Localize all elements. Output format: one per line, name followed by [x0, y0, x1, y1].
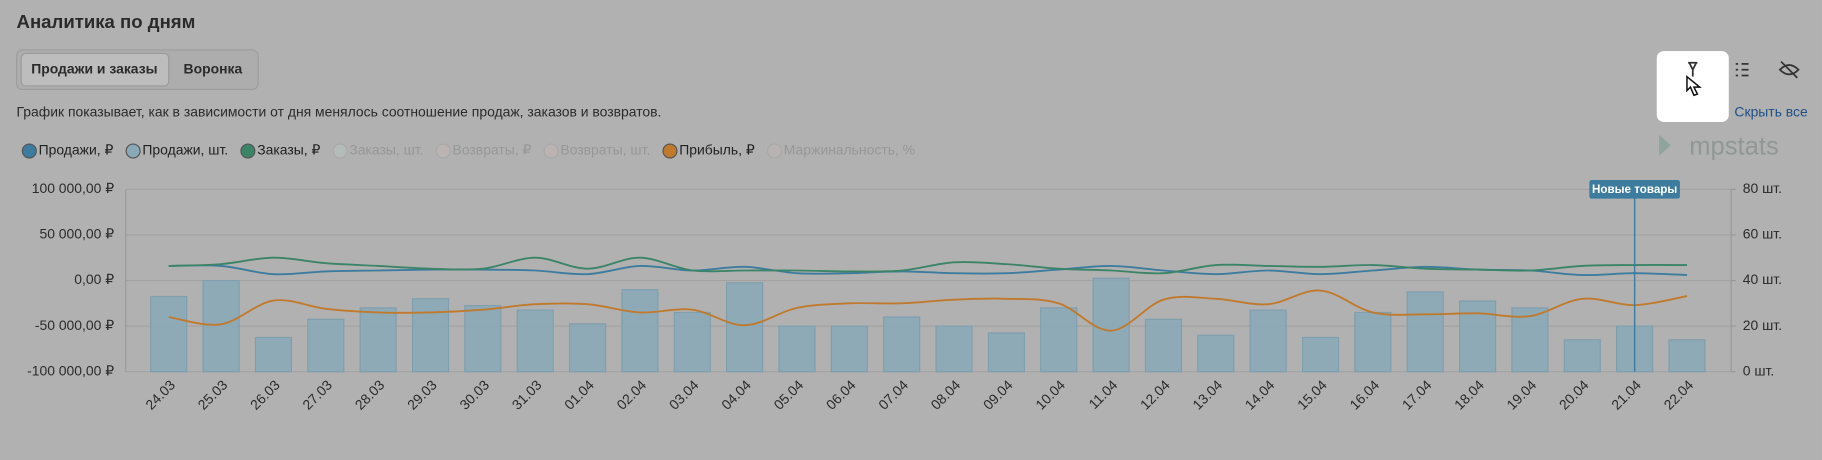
bar [987, 332, 1025, 373]
legend-marker [125, 143, 141, 159]
y2-tick-label: 20 шт. [1743, 317, 1782, 333]
y-tick-label: -100 000,00 ₽ [27, 362, 114, 378]
legend-label[interactable]: Возвраты, ₽ [453, 142, 532, 158]
y-tick-label: 100 000,00 ₽ [32, 180, 115, 196]
bar [1354, 311, 1392, 373]
hide-icon[interactable] [1778, 60, 1800, 79]
bar [307, 318, 345, 373]
bar [1301, 336, 1340, 373]
description: График показывает, как в зависимости от … [17, 103, 662, 119]
list-icon[interactable] [1735, 63, 1749, 77]
bar [935, 325, 973, 373]
y-tick-label: 0,00 ₽ [74, 271, 114, 287]
y2-tick-label: 0 шт. [1743, 362, 1774, 378]
hide-all-link[interactable]: Скрыть все [1734, 103, 1808, 119]
bar [621, 289, 659, 373]
tab-active[interactable] [20, 52, 170, 87]
bar [1197, 334, 1235, 373]
pin-icon[interactable] [1688, 61, 1698, 77]
legend-label[interactable]: Заказы, шт. [349, 142, 423, 158]
logo: mpstats [1689, 132, 1778, 160]
bar [1563, 339, 1601, 373]
bar [464, 305, 502, 373]
legend-marker [21, 143, 37, 159]
tab-label[interactable]: Воронка [184, 60, 243, 76]
bar [150, 295, 188, 373]
y2-tick-label: 40 шт. [1743, 271, 1782, 287]
line [168, 289, 1688, 332]
bar [1406, 291, 1444, 373]
bar [778, 325, 816, 373]
logo-mark [1659, 134, 1671, 156]
bar [726, 282, 764, 373]
line [168, 264, 1688, 277]
y-tick-label: 50 000,00 ₽ [39, 226, 114, 242]
legend-label[interactable]: Возвраты, шт. [560, 142, 650, 158]
annotation-label: Новые товары [1592, 183, 1677, 196]
bar [254, 336, 293, 373]
legend-marker [435, 143, 451, 159]
legend-label[interactable]: Маржинальность, % [784, 142, 915, 158]
legend-label[interactable]: Прибыль, ₽ [679, 142, 755, 158]
bar [1249, 309, 1287, 373]
cursor [1686, 75, 1702, 97]
legend-marker [240, 143, 256, 159]
bar [673, 311, 711, 373]
bar [516, 309, 554, 373]
y-tick-label: -50 000,00 ₽ [35, 317, 114, 333]
annotation-box [1589, 180, 1680, 199]
legend-marker [332, 143, 348, 159]
bar [1511, 307, 1549, 373]
line [168, 256, 1687, 275]
bar [1092, 277, 1130, 373]
page-title: Аналитика по дням [17, 11, 196, 32]
bar [1458, 300, 1497, 373]
legend-label[interactable]: Продажи, ₽ [39, 142, 114, 158]
tab-label[interactable]: Продажи и заказы [31, 60, 157, 76]
legend-marker [662, 143, 678, 159]
legend-label[interactable]: Продажи, шт. [142, 142, 228, 158]
bar [830, 325, 868, 373]
legend-label[interactable]: Заказы, ₽ [257, 142, 320, 158]
bar [359, 307, 397, 373]
bar [1040, 307, 1078, 373]
bar [568, 323, 607, 373]
y2-tick-label: 80 шт. [1743, 180, 1782, 196]
legend-marker [766, 143, 783, 159]
legend-marker [543, 143, 559, 159]
bar [883, 316, 921, 373]
bar [1144, 318, 1183, 373]
bar [202, 279, 240, 373]
y2-tick-label: 60 шт. [1743, 226, 1782, 242]
bar [1668, 339, 1706, 373]
bar [411, 298, 450, 373]
